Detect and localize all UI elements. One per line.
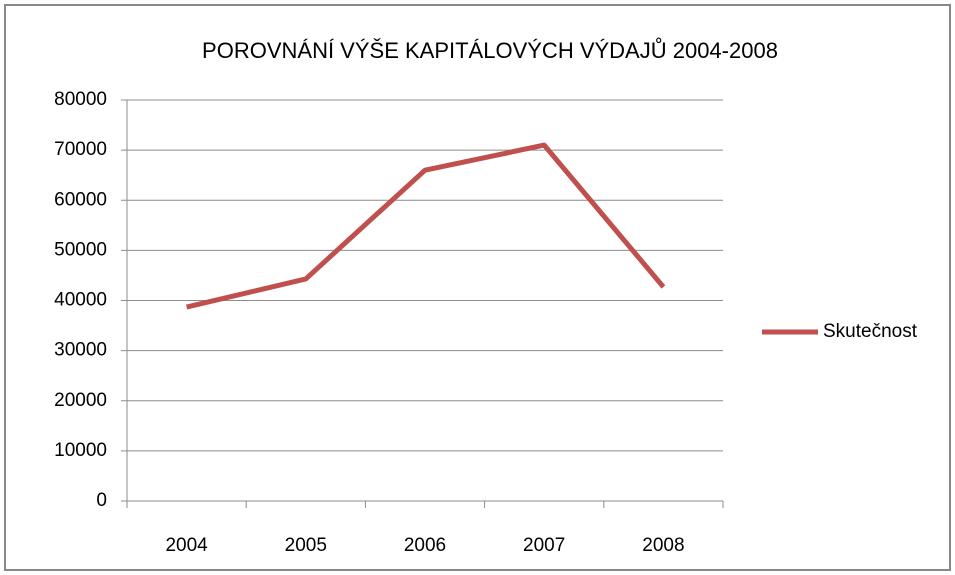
chart-frame [4, 4, 951, 571]
chart-title: POROVNÁNÍ VÝŠE KAPITÁLOVÝCH VÝDAJŮ 2004-… [202, 38, 778, 63]
x-tick-label: 2005 [285, 535, 327, 556]
x-tick-label: 2008 [642, 535, 684, 556]
y-tick-label: 50000 [54, 239, 107, 260]
y-tick-label: 70000 [54, 139, 107, 160]
x-tick-label: 2004 [165, 535, 208, 556]
x-tick-label: 2007 [523, 535, 565, 556]
x-tick-label: 2006 [404, 535, 446, 556]
y-tick-label: 40000 [54, 290, 107, 311]
y-tick-label: 0 [96, 490, 107, 511]
y-tick-label: 10000 [54, 440, 107, 461]
y-tick-label: 30000 [54, 340, 107, 361]
y-tick-label: 20000 [54, 390, 107, 411]
series-line [186, 142, 666, 310]
legend-label: Skutečnost [823, 321, 918, 342]
y-tick-label: 60000 [54, 189, 107, 210]
y-tick-label: 80000 [54, 89, 107, 110]
